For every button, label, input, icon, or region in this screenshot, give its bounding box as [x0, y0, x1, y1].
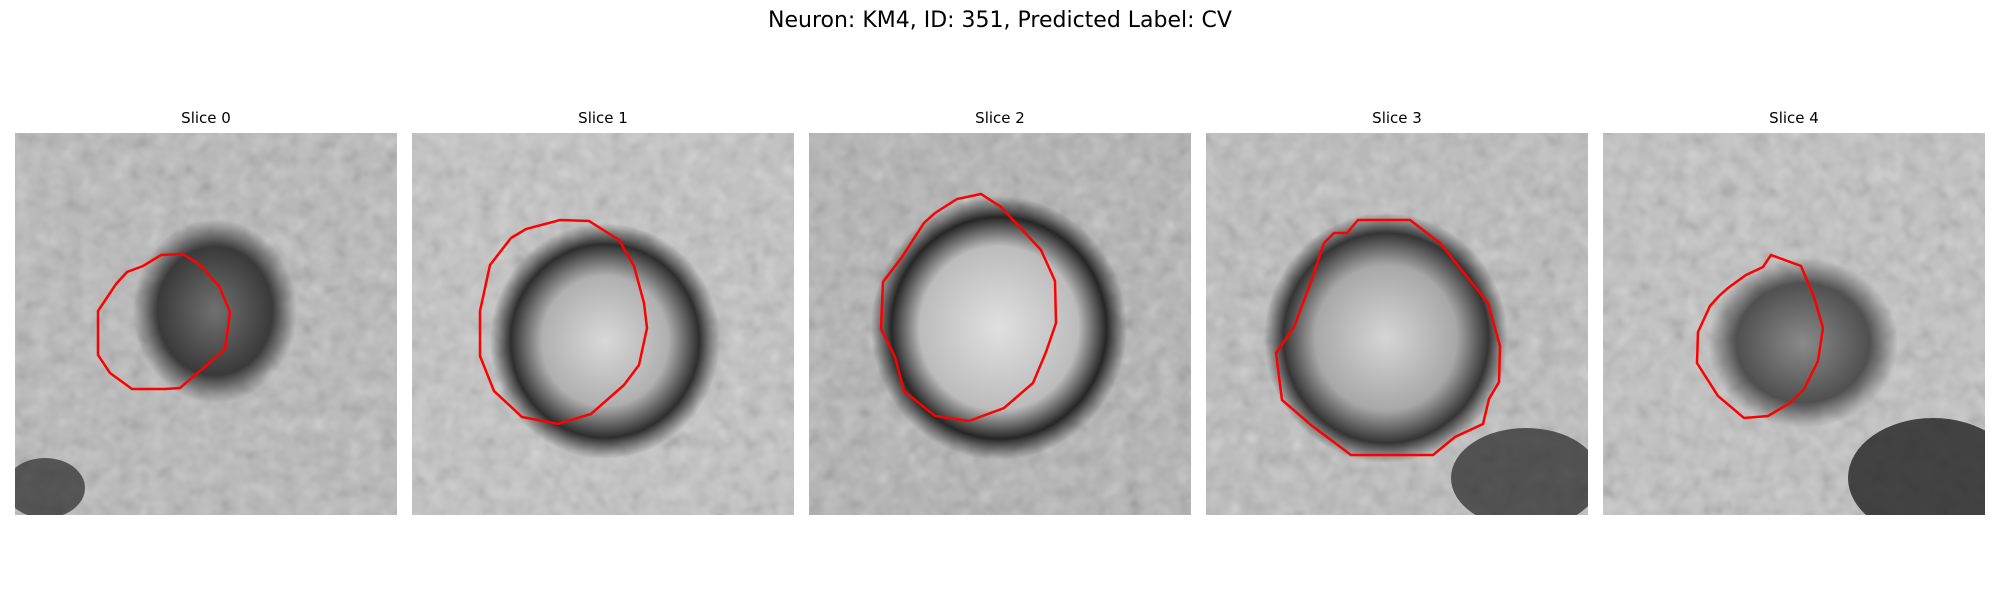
slice-panel-0: Slice 0: [15, 108, 397, 515]
cell-ring: [1264, 213, 1508, 463]
roi-contour-0: [96, 252, 232, 391]
slice-image-3: [1206, 133, 1588, 515]
cell-ring: [871, 196, 1127, 460]
slice-image-4: [1603, 133, 1985, 515]
slice-title-4: Slice 4: [1769, 109, 1819, 127]
slice-title-0: Slice 0: [181, 109, 231, 127]
dark-soma-region: [1708, 258, 1898, 428]
slice-image-0: [15, 133, 397, 515]
slice-panel-2: Slice 2: [809, 108, 1191, 515]
roi-contour-3: [1274, 218, 1502, 457]
slice-title-2: Slice 2: [975, 109, 1025, 127]
cell-ring: [490, 223, 720, 459]
slice-panel-3: Slice 3: [1206, 108, 1588, 515]
slice-title-1: Slice 1: [578, 109, 628, 127]
slice-image-2: [809, 133, 1191, 515]
dark-soma-region: [133, 219, 297, 403]
roi-contour-4: [1695, 253, 1825, 420]
roi-contour-1: [478, 218, 649, 426]
slice-panel-4: Slice 4: [1603, 108, 1985, 515]
slice-title-3: Slice 3: [1372, 109, 1422, 127]
figure-title: Neuron: KM4, ID: 351, Predicted Label: C…: [768, 8, 1232, 33]
slice-panel-1: Slice 1: [412, 108, 794, 515]
slice-image-1: [412, 133, 794, 515]
roi-contour-2: [879, 192, 1058, 423]
